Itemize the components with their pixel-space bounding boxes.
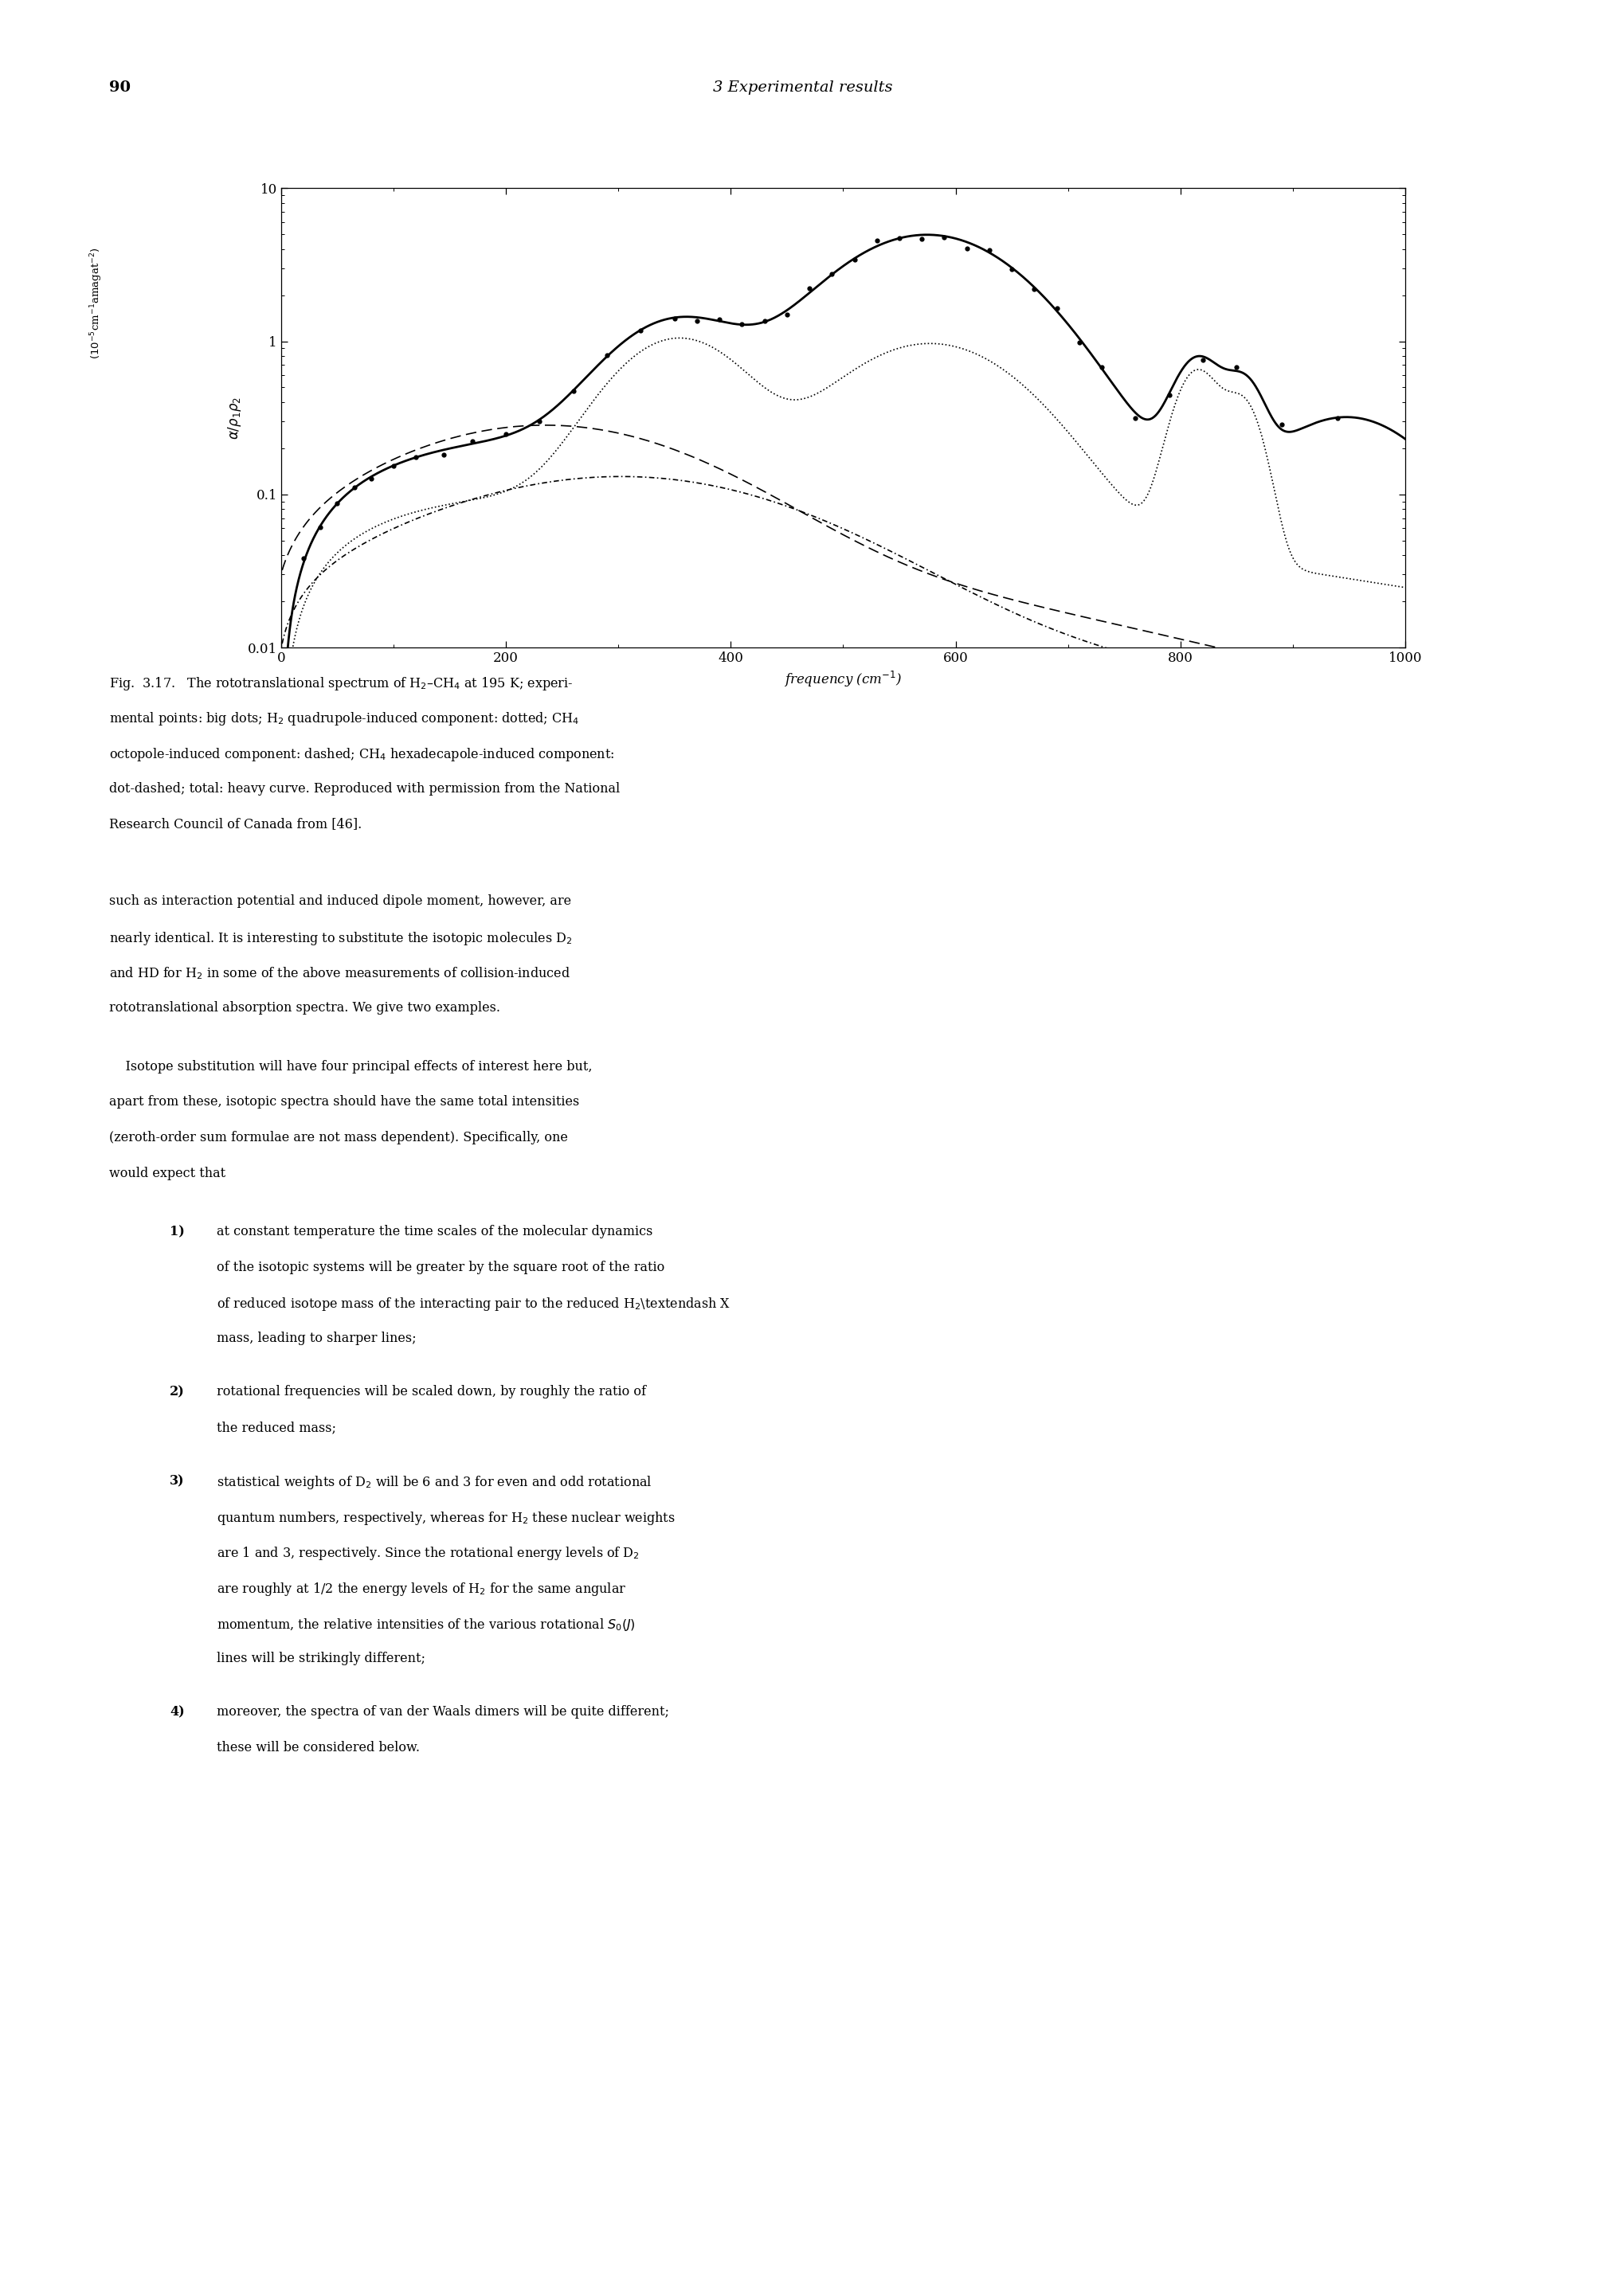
Text: 90: 90 — [109, 80, 130, 94]
Text: such as interaction potential and induced dipole moment, however, are: such as interaction potential and induce… — [109, 895, 572, 907]
Text: octopole-induced component: dashed; CH$_4$ hexadecapole-induced component:: octopole-induced component: dashed; CH$_… — [109, 746, 615, 762]
X-axis label: frequency (cm$^{-1}$): frequency (cm$^{-1}$) — [784, 670, 903, 689]
Text: dot-dashed; total: heavy curve. Reproduced with permission from the National: dot-dashed; total: heavy curve. Reproduc… — [109, 781, 620, 794]
Text: 3): 3) — [170, 1474, 185, 1488]
Text: 1): 1) — [170, 1226, 185, 1238]
Text: of the isotopic systems will be greater by the square root of the ratio: of the isotopic systems will be greater … — [217, 1261, 665, 1274]
Text: Research Council of Canada from [46].: Research Council of Canada from [46]. — [109, 817, 361, 831]
Text: at constant temperature the time scales of the molecular dynamics: at constant temperature the time scales … — [217, 1226, 654, 1238]
Text: mass, leading to sharper lines;: mass, leading to sharper lines; — [217, 1332, 416, 1345]
Y-axis label: $\alpha/\rho_1\rho_2$: $\alpha/\rho_1\rho_2$ — [226, 397, 243, 439]
Text: nearly identical. It is interesting to substitute the isotopic molecules D$_2$: nearly identical. It is interesting to s… — [109, 930, 572, 946]
Text: 4): 4) — [170, 1706, 185, 1720]
Text: mental points: big dots; H$_2$ quadrupole-induced component: dotted; CH$_4$: mental points: big dots; H$_2$ quadrupol… — [109, 712, 580, 728]
Text: and HD for H$_2$ in some of the above measurements of collision-induced: and HD for H$_2$ in some of the above me… — [109, 967, 570, 980]
Text: Fig.  3.17.   The rototranslational spectrum of H$_2$–CH$_4$ at 195 K; experi-: Fig. 3.17. The rototranslational spectru… — [109, 675, 573, 691]
Text: the reduced mass;: the reduced mass; — [217, 1421, 336, 1435]
Text: lines will be strikingly different;: lines will be strikingly different; — [217, 1653, 426, 1665]
Text: rototranslational absorption spectra. We give two examples.: rototranslational absorption spectra. We… — [109, 1001, 501, 1015]
Text: rotational frequencies will be scaled down, by roughly the ratio of: rotational frequencies will be scaled do… — [217, 1384, 646, 1398]
Text: apart from these, isotopic spectra should have the same total intensities: apart from these, isotopic spectra shoul… — [109, 1095, 580, 1109]
Text: (zeroth-order sum formulae are not mass dependent). Specifically, one: (zeroth-order sum formulae are not mass … — [109, 1132, 569, 1143]
Text: moreover, the spectra of van der Waals dimers will be quite different;: moreover, the spectra of van der Waals d… — [217, 1706, 670, 1720]
Text: momentum, the relative intensities of the various rotational $S_0(J)$: momentum, the relative intensities of th… — [217, 1616, 636, 1632]
Text: quantum numbers, respectively, whereas for H$_2$ these nuclear weights: quantum numbers, respectively, whereas f… — [217, 1511, 676, 1527]
Text: are roughly at 1/2 the energy levels of H$_2$ for the same angular: are roughly at 1/2 the energy levels of … — [217, 1582, 626, 1598]
Text: Isotope substitution will have four principal effects of interest here but,: Isotope substitution will have four prin… — [109, 1061, 593, 1072]
Text: would expect that: would expect that — [109, 1166, 225, 1180]
Text: 2): 2) — [170, 1384, 185, 1398]
Text: $(10^{-5}$cm$^{-1}$amagat$^{-2})$: $(10^{-5}$cm$^{-1}$amagat$^{-2})$ — [88, 248, 104, 358]
Text: statistical weights of D$_2$ will be 6 and 3 for even and odd rotational: statistical weights of D$_2$ will be 6 a… — [217, 1474, 652, 1490]
Text: of reduced isotope mass of the interacting pair to the reduced H$_2$\textendash : of reduced isotope mass of the interacti… — [217, 1295, 731, 1313]
Text: these will be considered below.: these will be considered below. — [217, 1740, 419, 1754]
Text: 3 Experimental results: 3 Experimental results — [713, 80, 893, 94]
Text: are 1 and 3, respectively. Since the rotational energy levels of D$_2$: are 1 and 3, respectively. Since the rot… — [217, 1545, 639, 1561]
